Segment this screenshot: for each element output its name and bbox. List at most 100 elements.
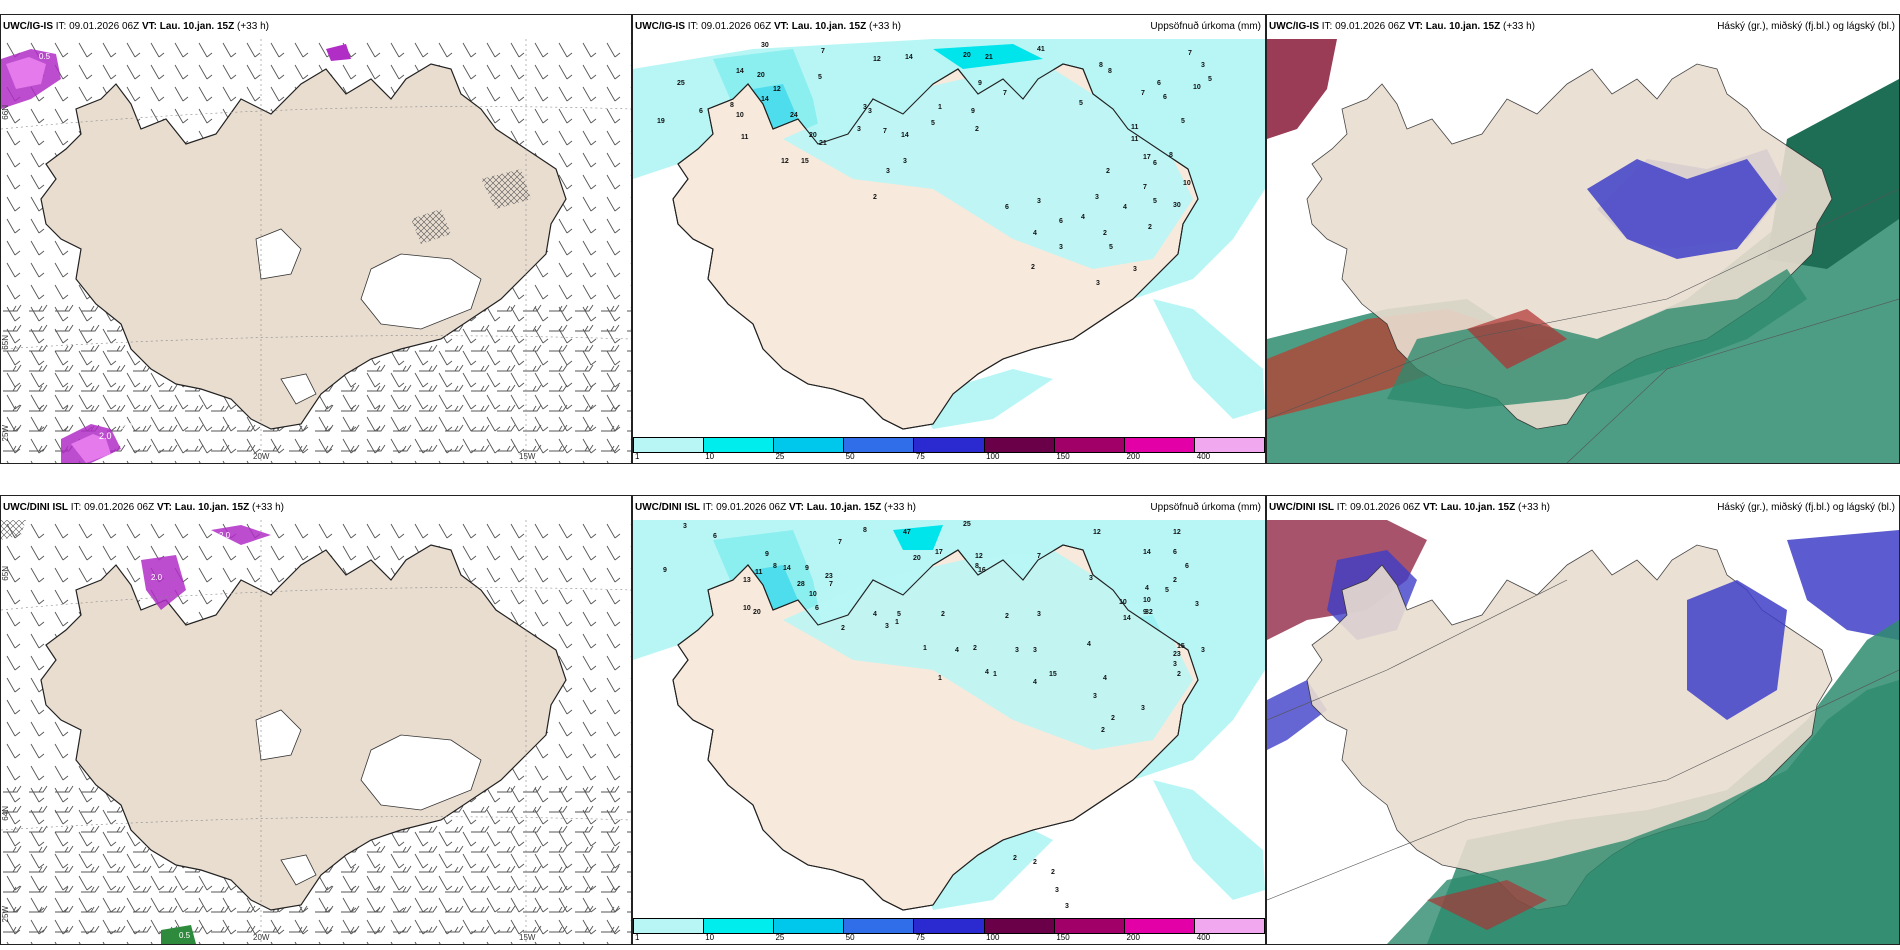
precip-value: 7 (1143, 184, 1147, 191)
panel-precip-dini: UWC/DINI ISL IT: 09.01.2026 06Z VT: Lau.… (632, 495, 1266, 945)
precip-value: 6 (1173, 549, 1177, 556)
colorbar-label: 1 (635, 933, 640, 942)
precip-value: 8 (773, 563, 777, 570)
precip-value: 3 (1096, 280, 1100, 287)
precip-value: 10 (1183, 180, 1191, 187)
precip-value: 8 (1169, 152, 1173, 159)
precip-value: 12 (1093, 529, 1101, 536)
wind-label: 2.0 (219, 531, 231, 540)
lat-tick: 66N (1, 105, 10, 120)
lon-tick: 15W (519, 452, 536, 461)
precip-value: 23 (825, 573, 833, 580)
precip-value: 2 (841, 625, 845, 632)
panel-clouds-igis: UWC/IG-IS IT: 09.01.2026 06Z VT: Lau. 10… (1266, 14, 1900, 464)
precip-value: 7 (883, 128, 887, 135)
precip-value: 2 (1106, 168, 1110, 175)
cloud-map (1267, 520, 1899, 944)
precip-map: 3 6 47 25 12 12 9 8 7 20 17 12 8 7 16 14… (633, 520, 1265, 911)
precip-value: 9 (1143, 609, 1147, 616)
precip-value: 3 (1201, 62, 1205, 69)
precip-value: 3 (1133, 266, 1137, 273)
precip-value: 47 (903, 529, 911, 536)
colorbar-label: 50 (845, 452, 855, 461)
precip-value: 4 (1103, 675, 1107, 682)
panel-header: UWC/IG-IS IT: 09.01.2026 06Z VT: Lau. 10… (633, 15, 1265, 39)
colorbar-swatch (774, 438, 845, 452)
precip-value: 2 (1177, 671, 1181, 678)
precip-value: 6 (1059, 218, 1063, 225)
colorbar: 1 10 25 50 75 100 150 200 400 (633, 435, 1265, 463)
precip-value: 3 (863, 104, 867, 111)
precip-value: 25 (963, 521, 971, 528)
panel-wind-igis: UWC/IG-IS IT: 09.01.2026 06Z VT: Lau. 10… (0, 14, 632, 464)
precip-value: 2 (1148, 224, 1152, 231)
precip-value: 19 (657, 118, 665, 125)
precip-value: 3 (1089, 575, 1093, 582)
precip-value: 3 (1033, 647, 1037, 654)
colorbar-label: 25 (775, 452, 785, 461)
colorbar-label: 200 (1126, 452, 1140, 461)
precip-value: 6 (1153, 160, 1157, 167)
panel-header: UWC/IG-IS IT: 09.01.2026 06Z VT: Lau. 10… (1, 15, 631, 39)
precip-value: 4 (1033, 230, 1037, 237)
precip-value: 7 (829, 581, 833, 588)
wind-label: 0.5 (179, 931, 191, 940)
colorbar-swatch (914, 438, 985, 452)
precip-value: 3 (1015, 647, 1019, 654)
colorbar-swatch (704, 438, 775, 452)
panel-precip-igis: UWC/IG-IS IT: 09.01.2026 06Z VT: Lau. 10… (632, 14, 1266, 464)
colorbar-swatch (1124, 919, 1195, 933)
precip-value: 14 (901, 132, 909, 139)
precip-value: 2 (975, 126, 979, 133)
precip-value: 12 (773, 86, 781, 93)
precip-value: 5 (1079, 100, 1083, 107)
colorbar-swatch (844, 919, 915, 933)
precip-value: 12 (781, 158, 789, 165)
lon-tick: 20W (253, 452, 270, 461)
precip-value: 6 (713, 533, 717, 540)
precip-value: 13 (743, 577, 751, 584)
colorbar-label: 100 (986, 452, 1000, 461)
precip-value: 10 (1119, 599, 1127, 606)
precip-value: 8 (730, 102, 734, 109)
precip-values: 30 7 12 14 20 21 41 25 5 19 14 20 6 12 2… (657, 42, 1212, 287)
precip-value: 9 (978, 80, 982, 87)
colorbar-swatch (634, 438, 705, 452)
precip-value: 3 (1141, 705, 1145, 712)
panel-title: Háský (gr.), miðský (fj.bl.) og lágský (… (1717, 21, 1895, 32)
wind-label: 2.0 (151, 573, 163, 582)
precip-value: 11 (1131, 124, 1139, 131)
precip-value: 6 (1157, 80, 1161, 87)
precip-value: 41 (1037, 46, 1045, 53)
precip-value: 5 (818, 74, 822, 81)
colorbar-swatch (1194, 919, 1264, 933)
precip-value: 3 (683, 523, 687, 530)
colorbar-swatch (774, 919, 845, 933)
precip-value: 24 (790, 112, 798, 119)
precip-value: 15 (1049, 671, 1057, 678)
precip-value: 14 (905, 54, 913, 61)
precip-value: 17 (1143, 154, 1151, 161)
colorbar-label: 10 (705, 452, 715, 461)
precip-value: 2 (1103, 230, 1107, 237)
precip-values: 3 6 47 25 12 12 9 8 7 20 17 12 8 7 16 14… (663, 521, 1205, 910)
precip-value: 2 (1101, 727, 1105, 734)
cloud-map (1267, 39, 1899, 463)
precip-value: 3 (1037, 611, 1041, 618)
precip-value: 2 (1051, 869, 1055, 876)
precip-value: 8 (863, 527, 867, 534)
precip-value: 20 (963, 52, 971, 59)
colorbar-label: 400 (1196, 452, 1211, 461)
colorbar-label: 1 (635, 452, 640, 461)
precip-value: 5 (1181, 118, 1185, 125)
colorbar-swatch (984, 919, 1055, 933)
precip-value: 3 (1173, 661, 1177, 668)
precip-value: 3 (1201, 647, 1205, 654)
lat-tick: 65N (1, 566, 10, 581)
precip-value: 2 (1173, 577, 1177, 584)
precip-value: 21 (985, 54, 993, 61)
precip-value: 4 (955, 647, 959, 654)
colorbar-label: 10 (705, 933, 715, 942)
precip-value: 30 (1173, 202, 1181, 209)
precip-value: 3 (857, 126, 861, 133)
